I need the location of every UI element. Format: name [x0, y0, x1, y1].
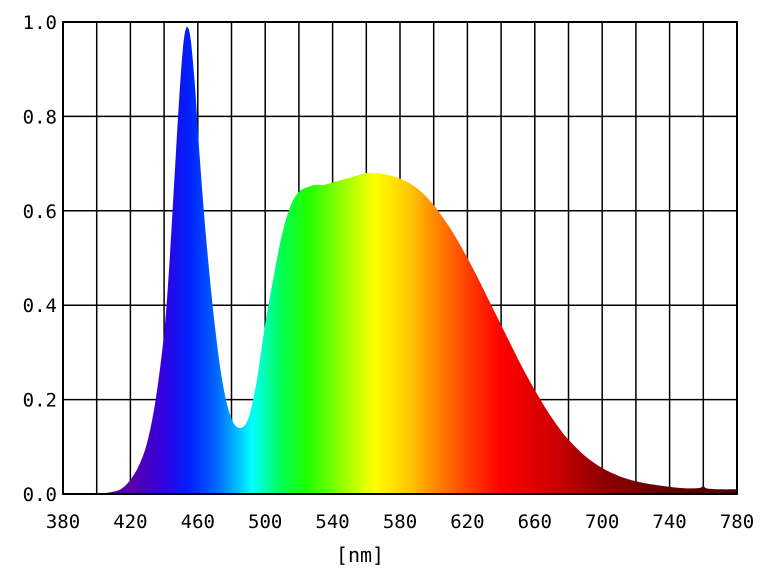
y-tick-label: 1.0	[23, 12, 57, 34]
x-tick-label: 700	[585, 511, 619, 533]
x-tick-label: 420	[113, 511, 147, 533]
y-axis-ticks: 0.0 0.2 0.4 0.6 0.8 1.0	[23, 12, 57, 506]
x-tick-label: 620	[450, 511, 484, 533]
y-tick-label: 0.0	[23, 484, 57, 506]
x-axis-label: [nm]	[336, 543, 384, 567]
y-tick-label: 0.4	[23, 295, 57, 317]
x-tick-label: 460	[181, 511, 215, 533]
x-tick-label: 540	[315, 511, 349, 533]
spectrum-area	[63, 26, 737, 494]
y-tick-label: 0.2	[23, 390, 57, 412]
y-tick-label: 0.6	[23, 201, 57, 223]
x-tick-label: 500	[248, 511, 282, 533]
x-tick-label: 780	[720, 511, 754, 533]
x-tick-label: 380	[46, 511, 80, 533]
x-tick-label: 740	[652, 511, 686, 533]
x-tick-label: 580	[383, 511, 417, 533]
y-tick-label: 0.8	[23, 106, 57, 128]
plot-frame	[62, 21, 738, 495]
x-axis-ticks: 380 420 460 500 540 580 620 660 700 740 780	[46, 511, 754, 533]
x-tick-label: 660	[518, 511, 552, 533]
